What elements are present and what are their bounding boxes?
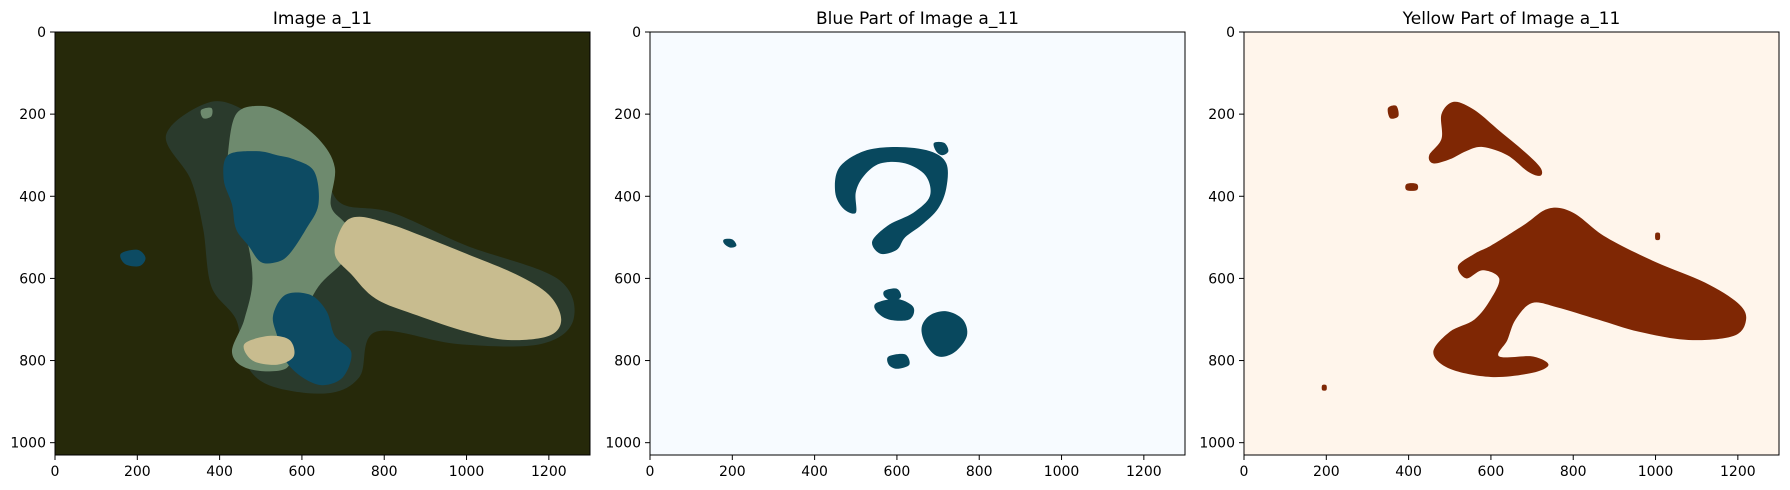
y-tick-label: 0: [37, 25, 46, 41]
image-region-2: [1387, 105, 1399, 119]
x-tick-label: 400: [206, 464, 233, 480]
x-tick-label: 0: [51, 464, 60, 480]
image-regions: [1321, 101, 1747, 391]
panel-title: Yellow Part of Image a_11: [1402, 9, 1621, 29]
x-tick-label: 400: [1395, 464, 1422, 480]
y-tick-label: 600: [614, 271, 641, 287]
y-tick-label: 800: [19, 354, 46, 370]
panel-title: Blue Part of Image a_11: [816, 9, 1019, 29]
x-tick-label: 200: [719, 464, 746, 480]
y-tick-label: 0: [1226, 25, 1235, 41]
image-region-7: [887, 353, 910, 369]
x-tick-label: 0: [646, 464, 655, 480]
y-tick-label: 1000: [10, 436, 46, 452]
x-tick-label: 200: [124, 464, 151, 480]
x-tick-label: 400: [801, 464, 828, 480]
image-region-6: [921, 311, 968, 357]
panel-title: Image a_11: [273, 9, 372, 29]
image-region-2: [933, 141, 949, 156]
x-tick-label: 800: [966, 464, 993, 480]
x-tick-label: 1000: [1044, 464, 1080, 480]
image-region-3: [223, 151, 319, 264]
x-tick-label: 600: [1478, 464, 1505, 480]
image-region-5: [1655, 232, 1661, 241]
x-tick-label: 600: [289, 464, 316, 480]
panel-3: Yellow Part of Image a_11 0 200 400 600 800 10…: [1199, 9, 1780, 480]
axes-frame: [54, 31, 591, 456]
x-tick-label: 1000: [449, 464, 485, 480]
image-region-1: [1428, 101, 1543, 176]
x-tick-label: 800: [1560, 464, 1587, 480]
y-tick-label: 1000: [1199, 436, 1235, 452]
y-tick-label: 200: [1208, 107, 1235, 123]
x-tick-label: 200: [1313, 464, 1340, 480]
y-tick-label: 600: [1208, 271, 1235, 287]
axes-frame: [649, 31, 1186, 456]
image-region-6: [1321, 384, 1327, 391]
image-regions: [723, 141, 968, 369]
y-tick-label: 200: [19, 107, 46, 123]
image-region-6: [334, 216, 562, 341]
image-region-4: [272, 292, 352, 386]
image-region-8: [200, 107, 213, 119]
image-region-4: [883, 288, 902, 301]
panel-1: Image a_11 0 200 400 600 800 1000 1200 0 200 400 60…: [10, 9, 591, 480]
image-region-5: [874, 298, 915, 321]
x-tick-label: 1000: [1638, 464, 1674, 480]
y-tick-label: 400: [614, 189, 641, 205]
y-tick-label: 400: [19, 189, 46, 205]
panel-2: Blue Part of Image a_11 0 200 400 600 800 1000…: [605, 9, 1186, 480]
image-region-3: [1405, 183, 1419, 191]
x-tick-label: 0: [1240, 464, 1249, 480]
y-tick-label: 600: [19, 271, 46, 287]
y-tick-label: 400: [1208, 189, 1235, 205]
image-region-7: [243, 335, 295, 365]
image-region-3: [723, 238, 737, 248]
y-tick-label: 1000: [605, 436, 641, 452]
y-tick-label: 800: [1208, 354, 1235, 370]
x-tick-label: 800: [371, 464, 398, 480]
image-regions: [120, 101, 575, 394]
y-tick-label: 0: [632, 25, 641, 41]
x-tick-label: 600: [884, 464, 911, 480]
image-region-5: [120, 249, 146, 267]
image-region-4: [1433, 207, 1747, 378]
image-region-1: [834, 147, 948, 255]
y-tick-label: 200: [614, 107, 641, 123]
x-tick-label: 1200: [1720, 464, 1756, 480]
axes-frame: [1243, 31, 1780, 456]
image-background: [650, 32, 1185, 455]
y-tick-label: 800: [614, 354, 641, 370]
x-tick-label: 1200: [1126, 464, 1162, 480]
x-tick-label: 1200: [531, 464, 567, 480]
